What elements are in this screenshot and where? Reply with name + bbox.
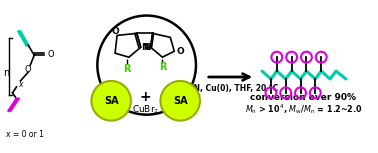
Text: n: n — [3, 68, 9, 78]
Text: CuBr$_{2}$: CuBr$_{2}$ — [132, 103, 160, 116]
Text: O: O — [176, 47, 184, 56]
Text: SA: SA — [173, 96, 187, 106]
Text: SA: SA — [104, 96, 118, 106]
Text: x = 0 or 1: x = 0 or 1 — [6, 130, 43, 139]
Text: R: R — [123, 64, 131, 74]
Text: R: R — [159, 62, 166, 72]
Text: conversion over 90%: conversion over 90% — [251, 93, 356, 102]
Circle shape — [91, 81, 131, 121]
Circle shape — [161, 81, 200, 121]
Text: +: + — [140, 90, 152, 104]
Text: O: O — [25, 65, 32, 74]
Text: x: x — [18, 80, 23, 89]
Text: O: O — [111, 27, 119, 36]
Text: O: O — [47, 50, 54, 59]
Text: $M_{\rm n}$ > 10$^{4}$, $M_{\rm w}$/$M_{\rm n}$ = 1.2~2.0: $M_{\rm n}$ > 10$^{4}$, $M_{\rm w}$/$M_{… — [245, 102, 362, 116]
Text: N: N — [143, 43, 150, 52]
Text: N: N — [141, 43, 149, 52]
Text: BPN, Cu(0), THF, 20 °C: BPN, Cu(0), THF, 20 °C — [182, 84, 279, 93]
